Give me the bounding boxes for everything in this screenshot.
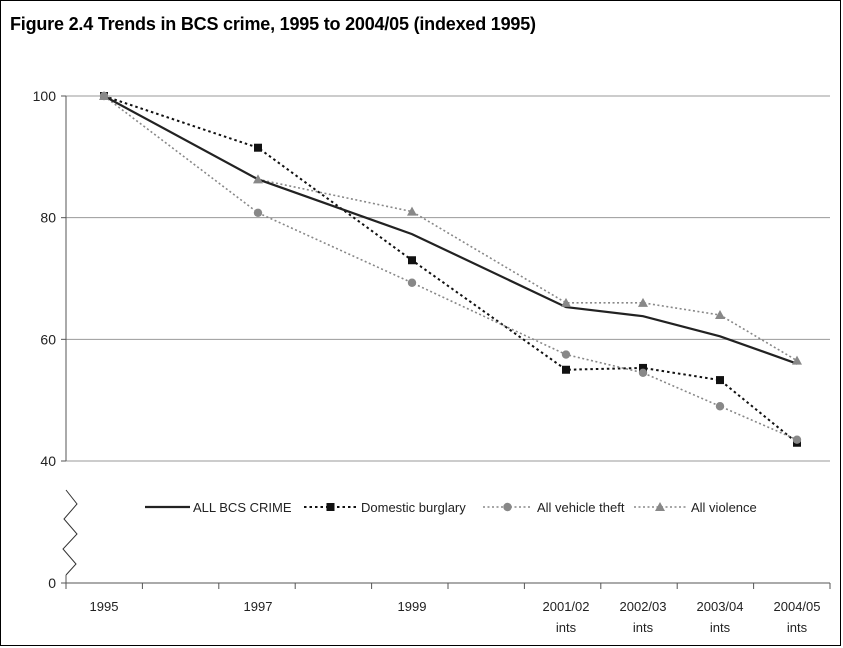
data-point-all-violence bbox=[638, 297, 648, 307]
chart-title: Figure 2.4 Trends in BCS crime, 1995 to … bbox=[10, 14, 536, 34]
data-point-all-vehicle-theft bbox=[561, 350, 571, 359]
legend-marker-domestic-burglary bbox=[326, 503, 335, 511]
x-axis-ticks: 1995 1997 1999 2001/02 ints 2002/03 ints 2003/0… bbox=[65, 583, 831, 635]
x-tick-label: ints bbox=[710, 620, 731, 635]
series-line-all-vehicle-theft bbox=[103, 95, 798, 441]
legend: ALL BCS CRIME Domestic burglary All vehicl… bbox=[145, 500, 757, 515]
x-tick-label: ints bbox=[787, 620, 808, 635]
data-point-all-violence bbox=[715, 310, 725, 319]
legend-label-all-bcs-crime: ALL BCS CRIME bbox=[193, 500, 292, 515]
legend-label-all-vehicle-theft: All vehicle theft bbox=[537, 500, 625, 515]
data-point-domestic-burglary bbox=[254, 143, 262, 152]
data-point-domestic-burglary bbox=[562, 365, 570, 374]
data-point-all-violence bbox=[407, 206, 417, 216]
data-point-domestic-burglary bbox=[408, 256, 416, 265]
series-lines bbox=[103, 95, 798, 444]
series-line-all-bcs-crime bbox=[103, 95, 798, 365]
data-point-all-vehicle-theft bbox=[792, 435, 802, 444]
y-tick-label: 0 bbox=[48, 575, 56, 591]
y-axis-break-zigzag bbox=[62, 489, 78, 576]
y-tick-label: 40 bbox=[40, 453, 56, 469]
x-tick-label: 2002/03 bbox=[620, 599, 667, 614]
y-tick-label: 80 bbox=[40, 210, 56, 226]
x-tick-label: 1995 bbox=[90, 599, 119, 614]
x-tick-label: ints bbox=[556, 620, 577, 635]
series-markers bbox=[99, 91, 802, 447]
data-point-domestic-burglary bbox=[716, 376, 724, 385]
data-point-all-vehicle-theft bbox=[715, 402, 725, 411]
x-tick-label: 1999 bbox=[398, 599, 427, 614]
y-axis-ticks: 0 40 60 80 100 bbox=[33, 88, 66, 591]
x-tick-label: 2004/05 bbox=[774, 599, 821, 614]
data-point-all-vehicle-theft bbox=[407, 278, 417, 287]
x-tick-label: 1997 bbox=[244, 599, 273, 614]
data-point-all-vehicle-theft bbox=[638, 368, 648, 377]
data-point-all-violence bbox=[561, 297, 571, 307]
data-point-all-violence bbox=[792, 355, 802, 365]
series-line-domestic-burglary bbox=[103, 95, 798, 444]
legend-label-all-violence: All violence bbox=[691, 500, 757, 515]
data-point-all-violence bbox=[99, 91, 109, 100]
gridlines bbox=[66, 95, 830, 462]
data-point-all-vehicle-theft bbox=[253, 208, 263, 217]
x-tick-label: 2003/04 bbox=[697, 599, 744, 614]
data-point-domestic-burglary bbox=[639, 363, 647, 372]
x-tick-label: ints bbox=[633, 620, 654, 635]
legend-marker-all-vehicle-theft bbox=[503, 502, 512, 512]
legend-marker-all-violence bbox=[655, 502, 665, 511]
x-tick-label: 2001/02 bbox=[543, 599, 590, 614]
series-line-all-violence bbox=[103, 95, 798, 362]
y-tick-label: 100 bbox=[33, 88, 57, 104]
data-point-all-violence bbox=[253, 174, 263, 184]
y-tick-label: 60 bbox=[40, 331, 56, 347]
legend-label-domestic-burglary: Domestic burglary bbox=[361, 500, 466, 515]
